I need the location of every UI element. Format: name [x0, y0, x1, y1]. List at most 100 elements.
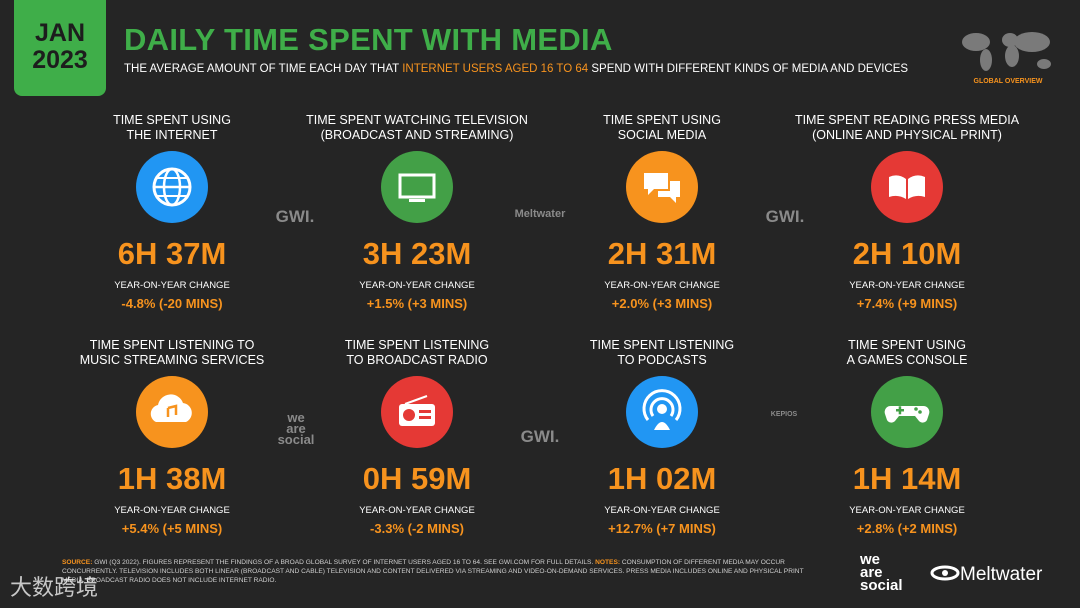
watermark-line: social — [277, 432, 315, 448]
subtitle-text: SPEND WITH DIFFERENT KINDS OF MEDIA AND … — [588, 63, 909, 75]
logo-line: are — [860, 564, 883, 581]
badge-year: 2023 — [32, 46, 88, 74]
watermark-logo: GWI. — [255, 207, 335, 226]
change-label: YEAR-ON-YEAR CHANGE — [114, 280, 230, 291]
card-title-line: TIME SPENT USING — [113, 113, 231, 127]
subtitle-highlight: INTERNET USERS AGED 16 TO 64 — [402, 63, 589, 75]
card-value: 3H 23M — [362, 236, 472, 271]
media-card: TIME SPENT READING PRESS MEDIA (ONLINE AN… — [787, 113, 1027, 311]
notes-text: CONSUMPTION OF DIFFERENT MEDIA MAY OCCUR… — [62, 559, 804, 584]
card-value: 1H 38M — [117, 461, 227, 496]
card-value: 0H 59M — [362, 461, 472, 496]
watermark-line: GWI. — [275, 207, 315, 226]
card-icon — [871, 376, 943, 448]
change-label: YEAR-ON-YEAR CHANGE — [114, 505, 230, 516]
notes-label: NOTES: — [595, 559, 621, 566]
card-icon — [381, 376, 453, 448]
subtitle: THE AVERAGE AMOUNT OF TIME EACH DAY THAT… — [124, 63, 908, 75]
card-title-line: (ONLINE AND PHYSICAL PRINT) — [812, 128, 1002, 142]
badge-month: JAN — [34, 19, 85, 47]
media-card: TIME SPENT USING SOCIAL MEDIA 2H 31M YEAR-O… — [542, 113, 782, 311]
card-icon — [136, 151, 208, 223]
card-title: TIME SPENT USING THE INTERNET — [52, 113, 292, 143]
change-value: -3.3% (-2 MINS) — [370, 521, 464, 536]
card-title-line: TIME SPENT READING PRESS MEDIA — [794, 113, 1020, 127]
change-label: YEAR-ON-YEAR CHANGE — [849, 280, 965, 291]
card-icon — [136, 376, 208, 448]
world-map — [962, 32, 1051, 71]
change-value: -4.8% (-20 MINS) — [121, 296, 223, 311]
media-card: TIME SPENT USING A GAMES CONSOLE 1H 14M YEA… — [787, 338, 1027, 536]
card-title: TIME SPENT LISTENING TO MUSIC STREAMING S… — [52, 338, 292, 368]
card-title-line: A GAMES CONSOLE — [846, 353, 968, 367]
watermark-line: we — [287, 410, 305, 425]
card-title: TIME SPENT USING SOCIAL MEDIA — [542, 113, 782, 143]
logo-meltwater: Meltwater — [930, 564, 1042, 586]
card-icon — [626, 151, 698, 223]
change-value: +5.4% (+5 MINS) — [121, 521, 223, 536]
logo-line: we — [860, 551, 881, 568]
change-value: +7.4% (+9 MINS) — [856, 296, 958, 311]
watermark-line: GWI. — [520, 427, 560, 446]
source-label: SOURCE: — [62, 559, 93, 566]
source-text: GWI (Q3 2022). FIGURES REPRESENT THE FIN… — [92, 559, 596, 566]
card-title-line: MUSIC STREAMING SERVICES — [79, 353, 265, 367]
change-label: YEAR-ON-YEAR CHANGE — [849, 505, 965, 516]
logo-line: social — [860, 577, 903, 594]
watermark-logo: GWI. — [745, 207, 825, 226]
card-title-line: TIME SPENT USING — [603, 113, 721, 127]
change-label: YEAR-ON-YEAR CHANGE — [359, 280, 475, 291]
card-title-line: TIME SPENT USING — [848, 338, 966, 352]
change-value: +2.8% (+2 MINS) — [856, 521, 958, 536]
media-card: TIME SPENT WATCHING TELEVISION (BROADCAST… — [297, 113, 537, 311]
watermark-line: KEPIOS — [770, 411, 798, 418]
meltwater-text: Meltwater — [960, 564, 1043, 585]
card-title-line: TO BROADCAST RADIO — [346, 353, 488, 367]
watermark-logo: GWI. — [500, 427, 580, 446]
card-value: 2H 31M — [607, 236, 717, 271]
watermark-line: GWI. — [765, 207, 805, 226]
footer-notes: SOURCE: GWI (Q3 2022). FIGURES REPRESENT… — [62, 558, 822, 585]
watermark-logo: KEPIOS — [744, 411, 824, 418]
change-label: YEAR-ON-YEAR CHANGE — [604, 505, 720, 516]
card-title-line: TIME SPENT LISTENING — [344, 338, 490, 352]
card-title-line: TIME SPENT WATCHING TELEVISION — [306, 113, 528, 127]
card-title-line: TIME SPENT LISTENING — [589, 338, 735, 352]
card-title-line: THE INTERNET — [126, 128, 218, 142]
card-value: 6H 37M — [117, 236, 227, 271]
subtitle-text: THE AVERAGE AMOUNT OF TIME EACH DAY THAT — [124, 63, 403, 75]
card-title-line: SOCIAL MEDIA — [617, 128, 707, 142]
card-value: 1H 02M — [607, 461, 717, 496]
card-title: TIME SPENT WATCHING TELEVISION (BROADCAST… — [297, 113, 537, 143]
change-label: YEAR-ON-YEAR CHANGE — [604, 280, 720, 291]
change-value: +12.7% (+7 MINS) — [608, 521, 716, 536]
card-title-line: (BROADCAST AND STREAMING) — [320, 128, 514, 142]
watermark-line: Meltwater — [514, 208, 566, 220]
card-title: TIME SPENT LISTENING TO PODCASTS — [542, 338, 782, 368]
card-title: TIME SPENT READING PRESS MEDIA (ONLINE AN… — [787, 113, 1027, 143]
media-card: TIME SPENT LISTENING TO PODCASTS 1H 02M YEA… — [542, 338, 782, 536]
logo-we-are-social: we are social — [860, 551, 903, 594]
card-title-line: TO PODCASTS — [617, 353, 707, 367]
card-title: TIME SPENT USING A GAMES CONSOLE — [787, 338, 1027, 368]
watermark-logo: we are social — [256, 410, 336, 448]
card-icon — [871, 151, 943, 223]
card-title: TIME SPENT LISTENING TO BROADCAST RADIO — [297, 338, 537, 368]
card-icon — [626, 376, 698, 448]
card-title-line: TIME SPENT LISTENING TO — [89, 338, 255, 352]
watermark: 大数跨境 — [10, 575, 99, 600]
watermark-line: are — [286, 421, 306, 437]
media-card: TIME SPENT LISTENING TO BROADCAST RADIO 0H… — [297, 338, 537, 536]
change-value: +1.5% (+3 MINS) — [366, 296, 468, 311]
map-label: GLOBAL OVERVIEW — [973, 78, 1043, 85]
date-badge: JAN 2023 — [14, 0, 106, 96]
title: DAILY TIME SPENT WITH MEDIA — [124, 22, 613, 57]
media-card: TIME SPENT USING THE INTERNET 6H 37M YEAR-O… — [52, 113, 292, 311]
change-label: YEAR-ON-YEAR CHANGE — [359, 505, 475, 516]
media-card: TIME SPENT LISTENING TO MUSIC STREAMING S… — [52, 338, 292, 536]
card-value: 1H 14M — [852, 461, 962, 496]
watermark-logo: Meltwater — [500, 208, 580, 220]
change-value: +2.0% (+3 MINS) — [611, 296, 713, 311]
card-value: 2H 10M — [852, 236, 962, 271]
